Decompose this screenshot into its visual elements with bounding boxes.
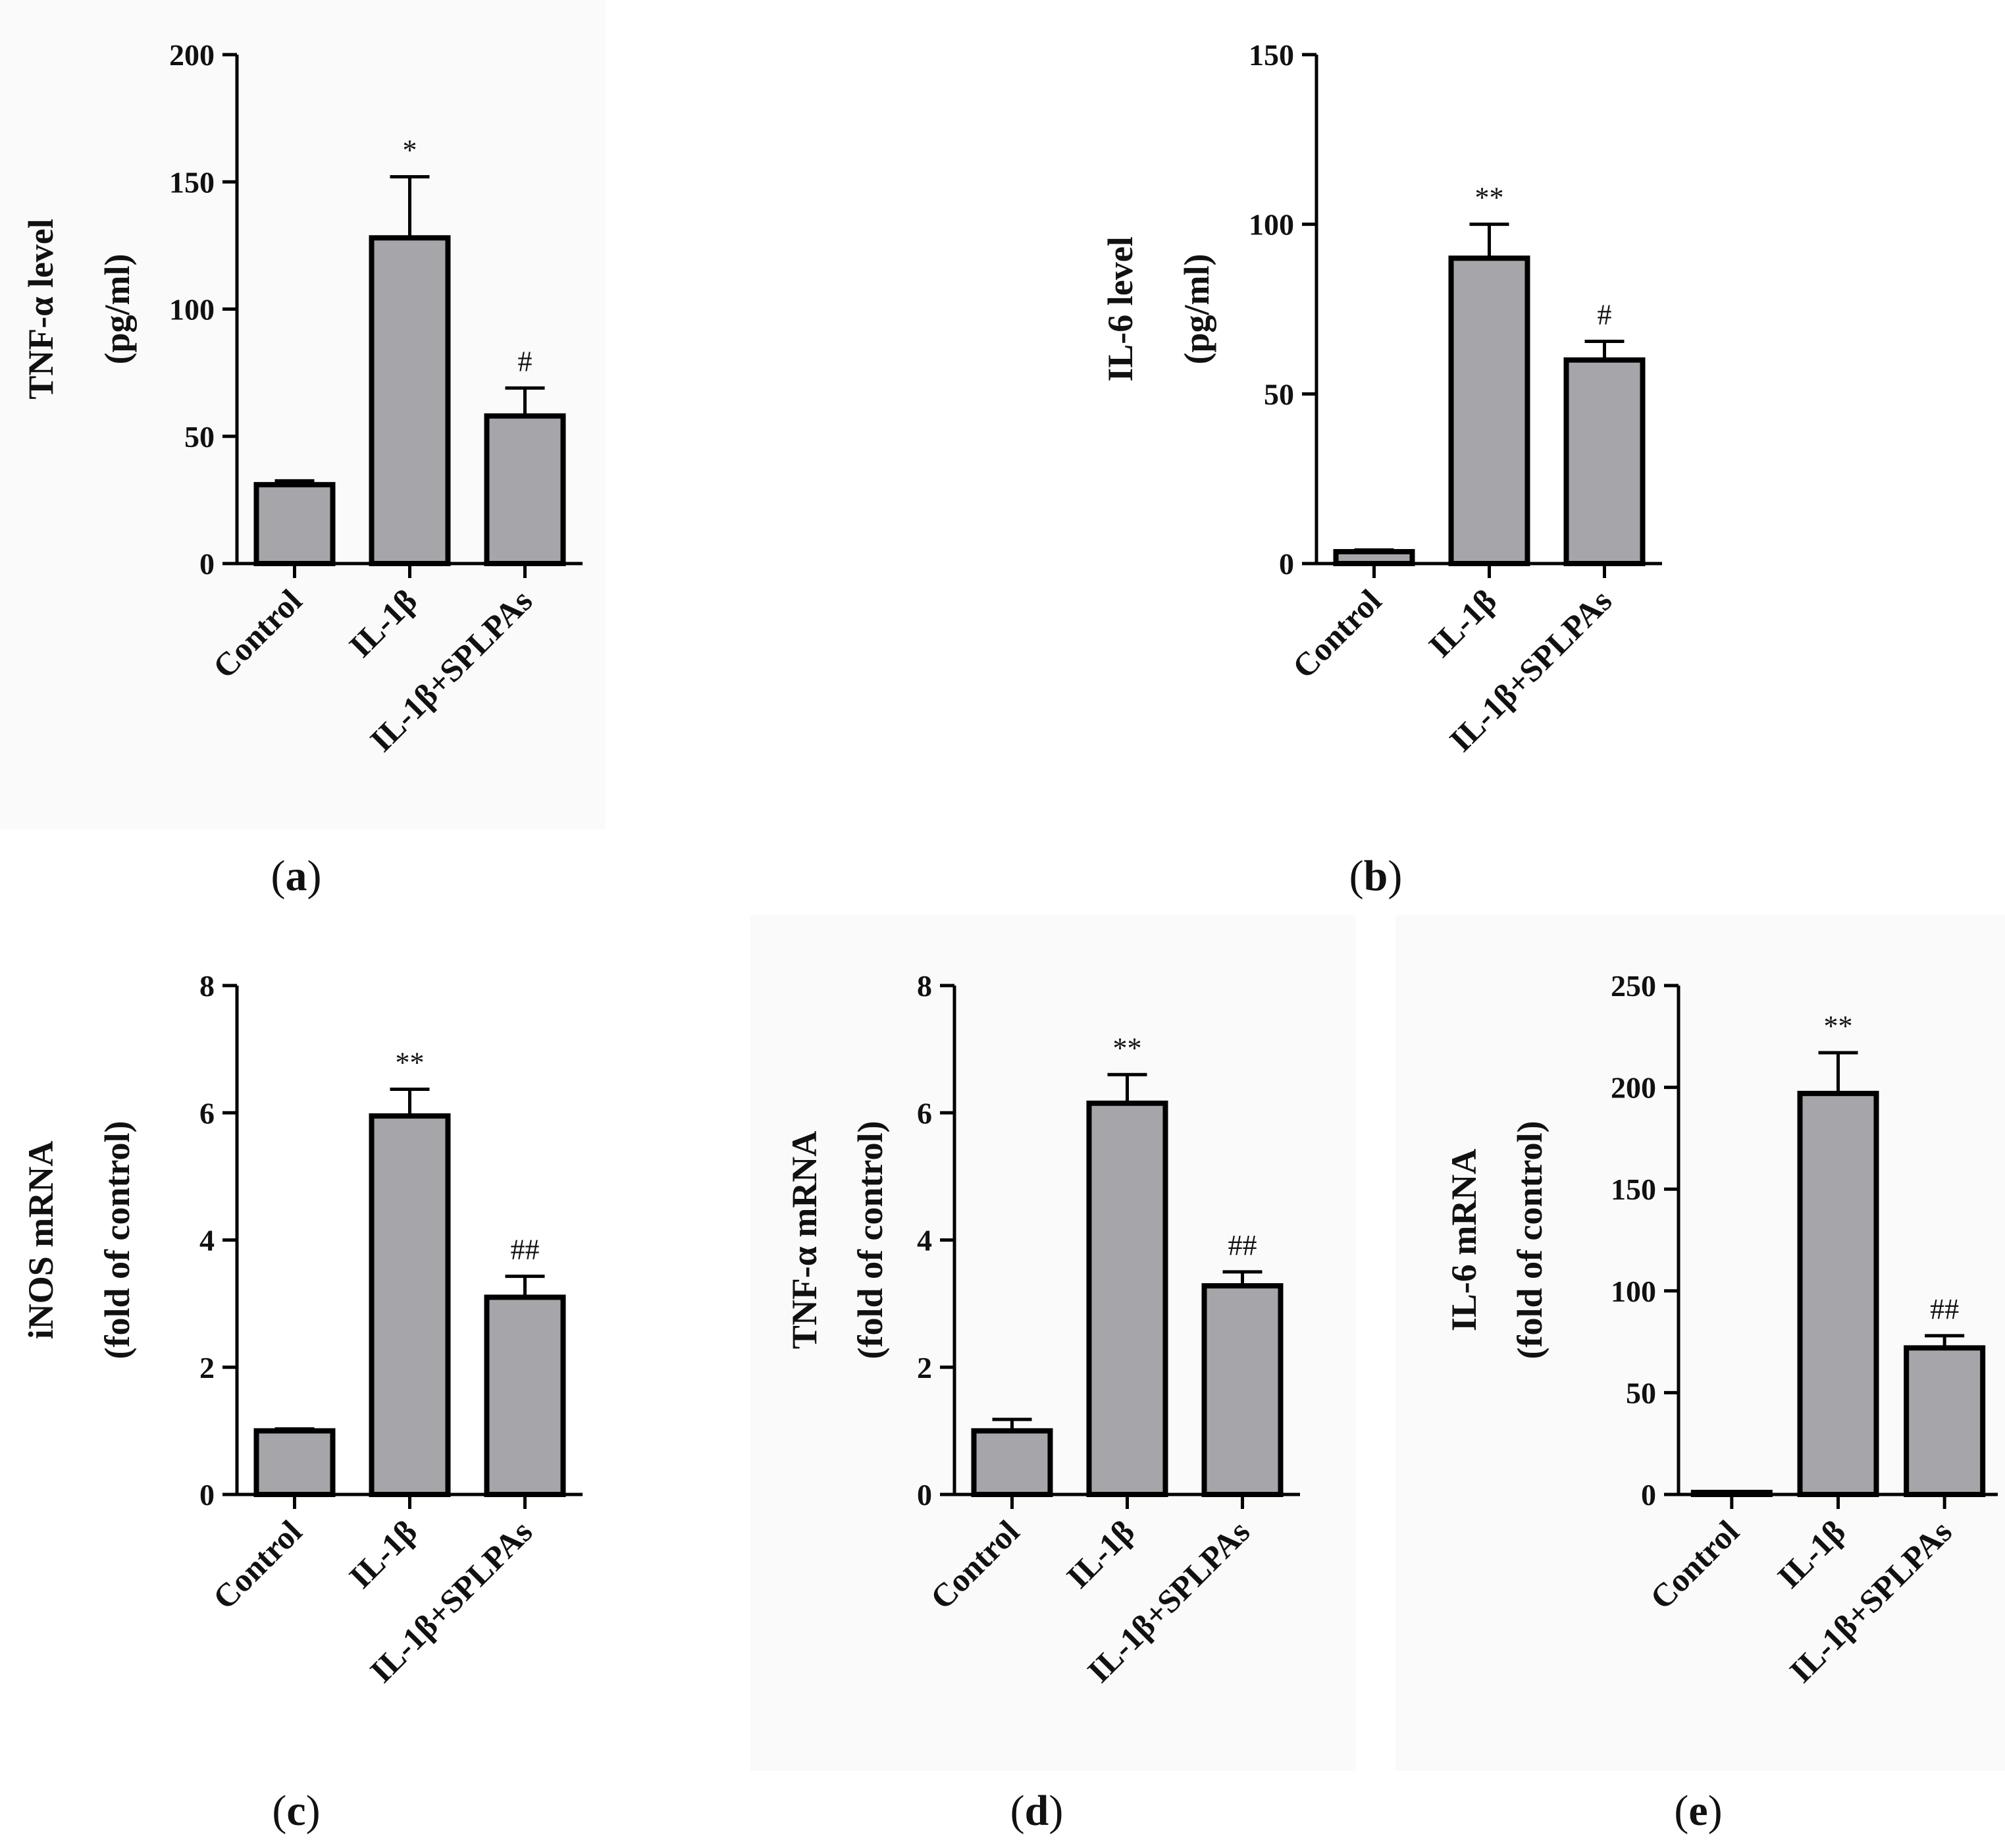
panel-e-y-tick-label: 0 — [1641, 1478, 1656, 1512]
panel-e-bar-1 — [1797, 1090, 1879, 1497]
panel-c-y-tick-label: 4 — [199, 1224, 215, 1257]
panel-a-y-tick-label: 200 — [169, 38, 215, 72]
panel-b-y-tick-label: 150 — [1249, 38, 1294, 72]
panel-e-bar-2 — [1904, 1345, 1986, 1497]
panel-d-bar-0 — [971, 1428, 1053, 1497]
panel-e-y-tick-label: 150 — [1611, 1173, 1656, 1206]
panel-b-y-tick-label: 50 — [1264, 377, 1294, 411]
panel-c-category-label: Control — [205, 1513, 309, 1616]
panel-b-bar-0 — [1333, 548, 1415, 566]
panel-c-y-tick-label: 6 — [199, 1096, 215, 1130]
panel-a-bar-1 — [369, 235, 451, 566]
panel-c-bar-2 — [484, 1294, 566, 1498]
panel-e-y-axis-title: IL-6 mRNA — [1444, 1149, 1484, 1332]
panel-b-y-axis-unit: (pg/ml) — [1177, 254, 1216, 365]
panel-a-y-tick-label: 50 — [184, 420, 215, 454]
panel-c-significance-2: ## — [511, 1234, 540, 1266]
panel-c-y-tick-label: 0 — [199, 1478, 215, 1512]
panel-d-significance-1: ** — [1113, 1032, 1142, 1064]
panel-b-y-tick-label: 0 — [1279, 547, 1294, 581]
panel-c-significance-1: ** — [396, 1046, 425, 1078]
panel-c-y-axis-title: iNOS mRNA — [21, 1141, 61, 1340]
panel-b-category-label: IL-1β — [1421, 582, 1503, 664]
panel-e-y-tick-label: 250 — [1611, 969, 1656, 1003]
panel-b-y-tick-label: 100 — [1249, 208, 1294, 242]
panel-a-y-tick-label: 0 — [199, 547, 215, 581]
panel-c-bar-1 — [369, 1113, 451, 1498]
panel-e-y-tick-label: 50 — [1626, 1376, 1656, 1410]
panel-e-label: (e) — [1674, 1787, 1722, 1835]
panel-b-bar-1 — [1448, 255, 1530, 566]
panel-e-y-tick-label: 200 — [1611, 1071, 1656, 1105]
panel-b-y-axis-title: IL-6 level — [1101, 236, 1140, 381]
panel-c-y-tick-label: 8 — [199, 969, 215, 1003]
panel-a-label: (a) — [271, 852, 322, 900]
panel-b-significance-2: # — [1598, 298, 1612, 330]
panel-e-background — [1395, 915, 2005, 1771]
panel-d-label: (d) — [1010, 1787, 1064, 1835]
panel-d-significance-2: ## — [1228, 1229, 1257, 1261]
panel-c-bar-0 — [253, 1428, 336, 1497]
panel-d-y-tick-label: 4 — [917, 1224, 932, 1257]
panel-a-bar-2 — [484, 413, 566, 567]
panel-a-y-tick-label: 100 — [169, 293, 215, 327]
panel-b-label: (b) — [1349, 852, 1403, 900]
panel-b-significance-1: ** — [1475, 182, 1504, 214]
panel-e-y-axis-unit: (fold of control) — [1510, 1121, 1549, 1360]
panel-a-y-axis-unit: (pg/ml) — [97, 254, 137, 365]
panel-c-y-tick-label: 2 — [199, 1351, 215, 1385]
panel-d-y-tick-label: 8 — [917, 969, 932, 1003]
panel-d-y-tick-label: 6 — [917, 1096, 932, 1130]
panel-c-category-label: IL-1β — [342, 1513, 424, 1595]
panel-e-y-tick-label: 100 — [1611, 1275, 1656, 1308]
panel-d-bar-2 — [1201, 1283, 1284, 1497]
panel-c-y-axis-unit: (fold of control) — [97, 1121, 137, 1360]
panel-d-y-tick-label: 0 — [917, 1478, 932, 1512]
panel-a-significance-2: # — [518, 345, 533, 377]
panel-e-significance-1: ** — [1824, 1010, 1853, 1042]
panel-e-significance-2: ## — [1930, 1293, 1959, 1325]
panel-a-bar-0 — [253, 482, 336, 566]
panel-a-y-tick-label: 150 — [169, 165, 215, 199]
panel-b-bar-2 — [1563, 357, 1646, 566]
panel-b-category-label: Control — [1285, 582, 1388, 685]
panel-e-bar-0 — [1690, 1489, 1773, 1497]
panel-a-y-axis-title: TNF-α level — [21, 219, 61, 400]
panel-a-significance-1: * — [403, 134, 417, 167]
panel-d-y-tick-label: 2 — [917, 1351, 932, 1385]
panel-d-y-axis-unit: (fold of control) — [850, 1121, 890, 1360]
panel-d-y-axis-title: TNF-α mRNA — [785, 1131, 824, 1350]
panel-c-label: (c) — [272, 1787, 320, 1835]
panel-d-bar-1 — [1086, 1100, 1168, 1497]
